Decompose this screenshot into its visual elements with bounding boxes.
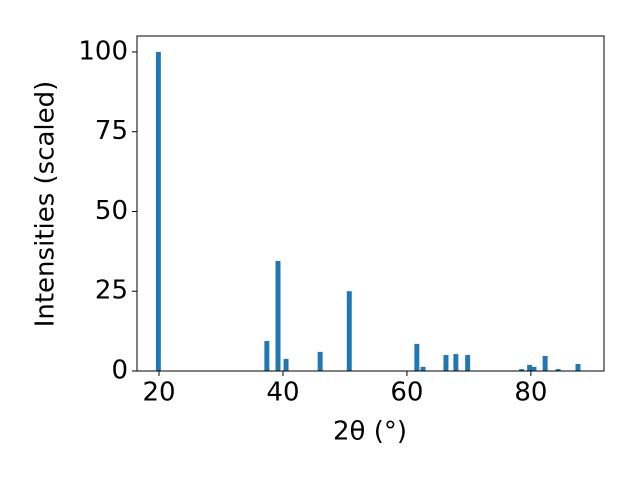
bar: [264, 341, 270, 371]
y-axis-label: Intensities (scaled): [31, 81, 61, 328]
x-tick-label: 40: [266, 378, 299, 408]
y-tick-label: 75: [95, 116, 128, 146]
bar: [443, 355, 449, 371]
y-tick-label: 50: [95, 196, 128, 226]
bar: [531, 366, 537, 371]
x-tick-label: 80: [514, 378, 547, 408]
plot-frame: [136, 35, 605, 372]
y-tick-label: 25: [95, 276, 128, 306]
bar: [555, 369, 561, 371]
x-axis-label: 2θ (°): [333, 417, 407, 447]
bar: [575, 363, 581, 371]
x-tick-label: 20: [142, 378, 175, 408]
bar: [155, 51, 161, 371]
bar: [519, 369, 525, 371]
bar: [420, 366, 426, 371]
y-tick-label: 0: [111, 356, 128, 386]
bar: [283, 358, 289, 371]
bar: [542, 356, 548, 371]
bar: [317, 351, 323, 371]
bar: [346, 291, 352, 371]
bar: [275, 260, 281, 371]
bar: [414, 343, 420, 371]
y-tick-label: 100: [78, 36, 128, 66]
bar: [527, 364, 533, 371]
bar: [453, 354, 459, 371]
x-tick-label: 60: [390, 378, 423, 408]
bar: [465, 355, 471, 371]
